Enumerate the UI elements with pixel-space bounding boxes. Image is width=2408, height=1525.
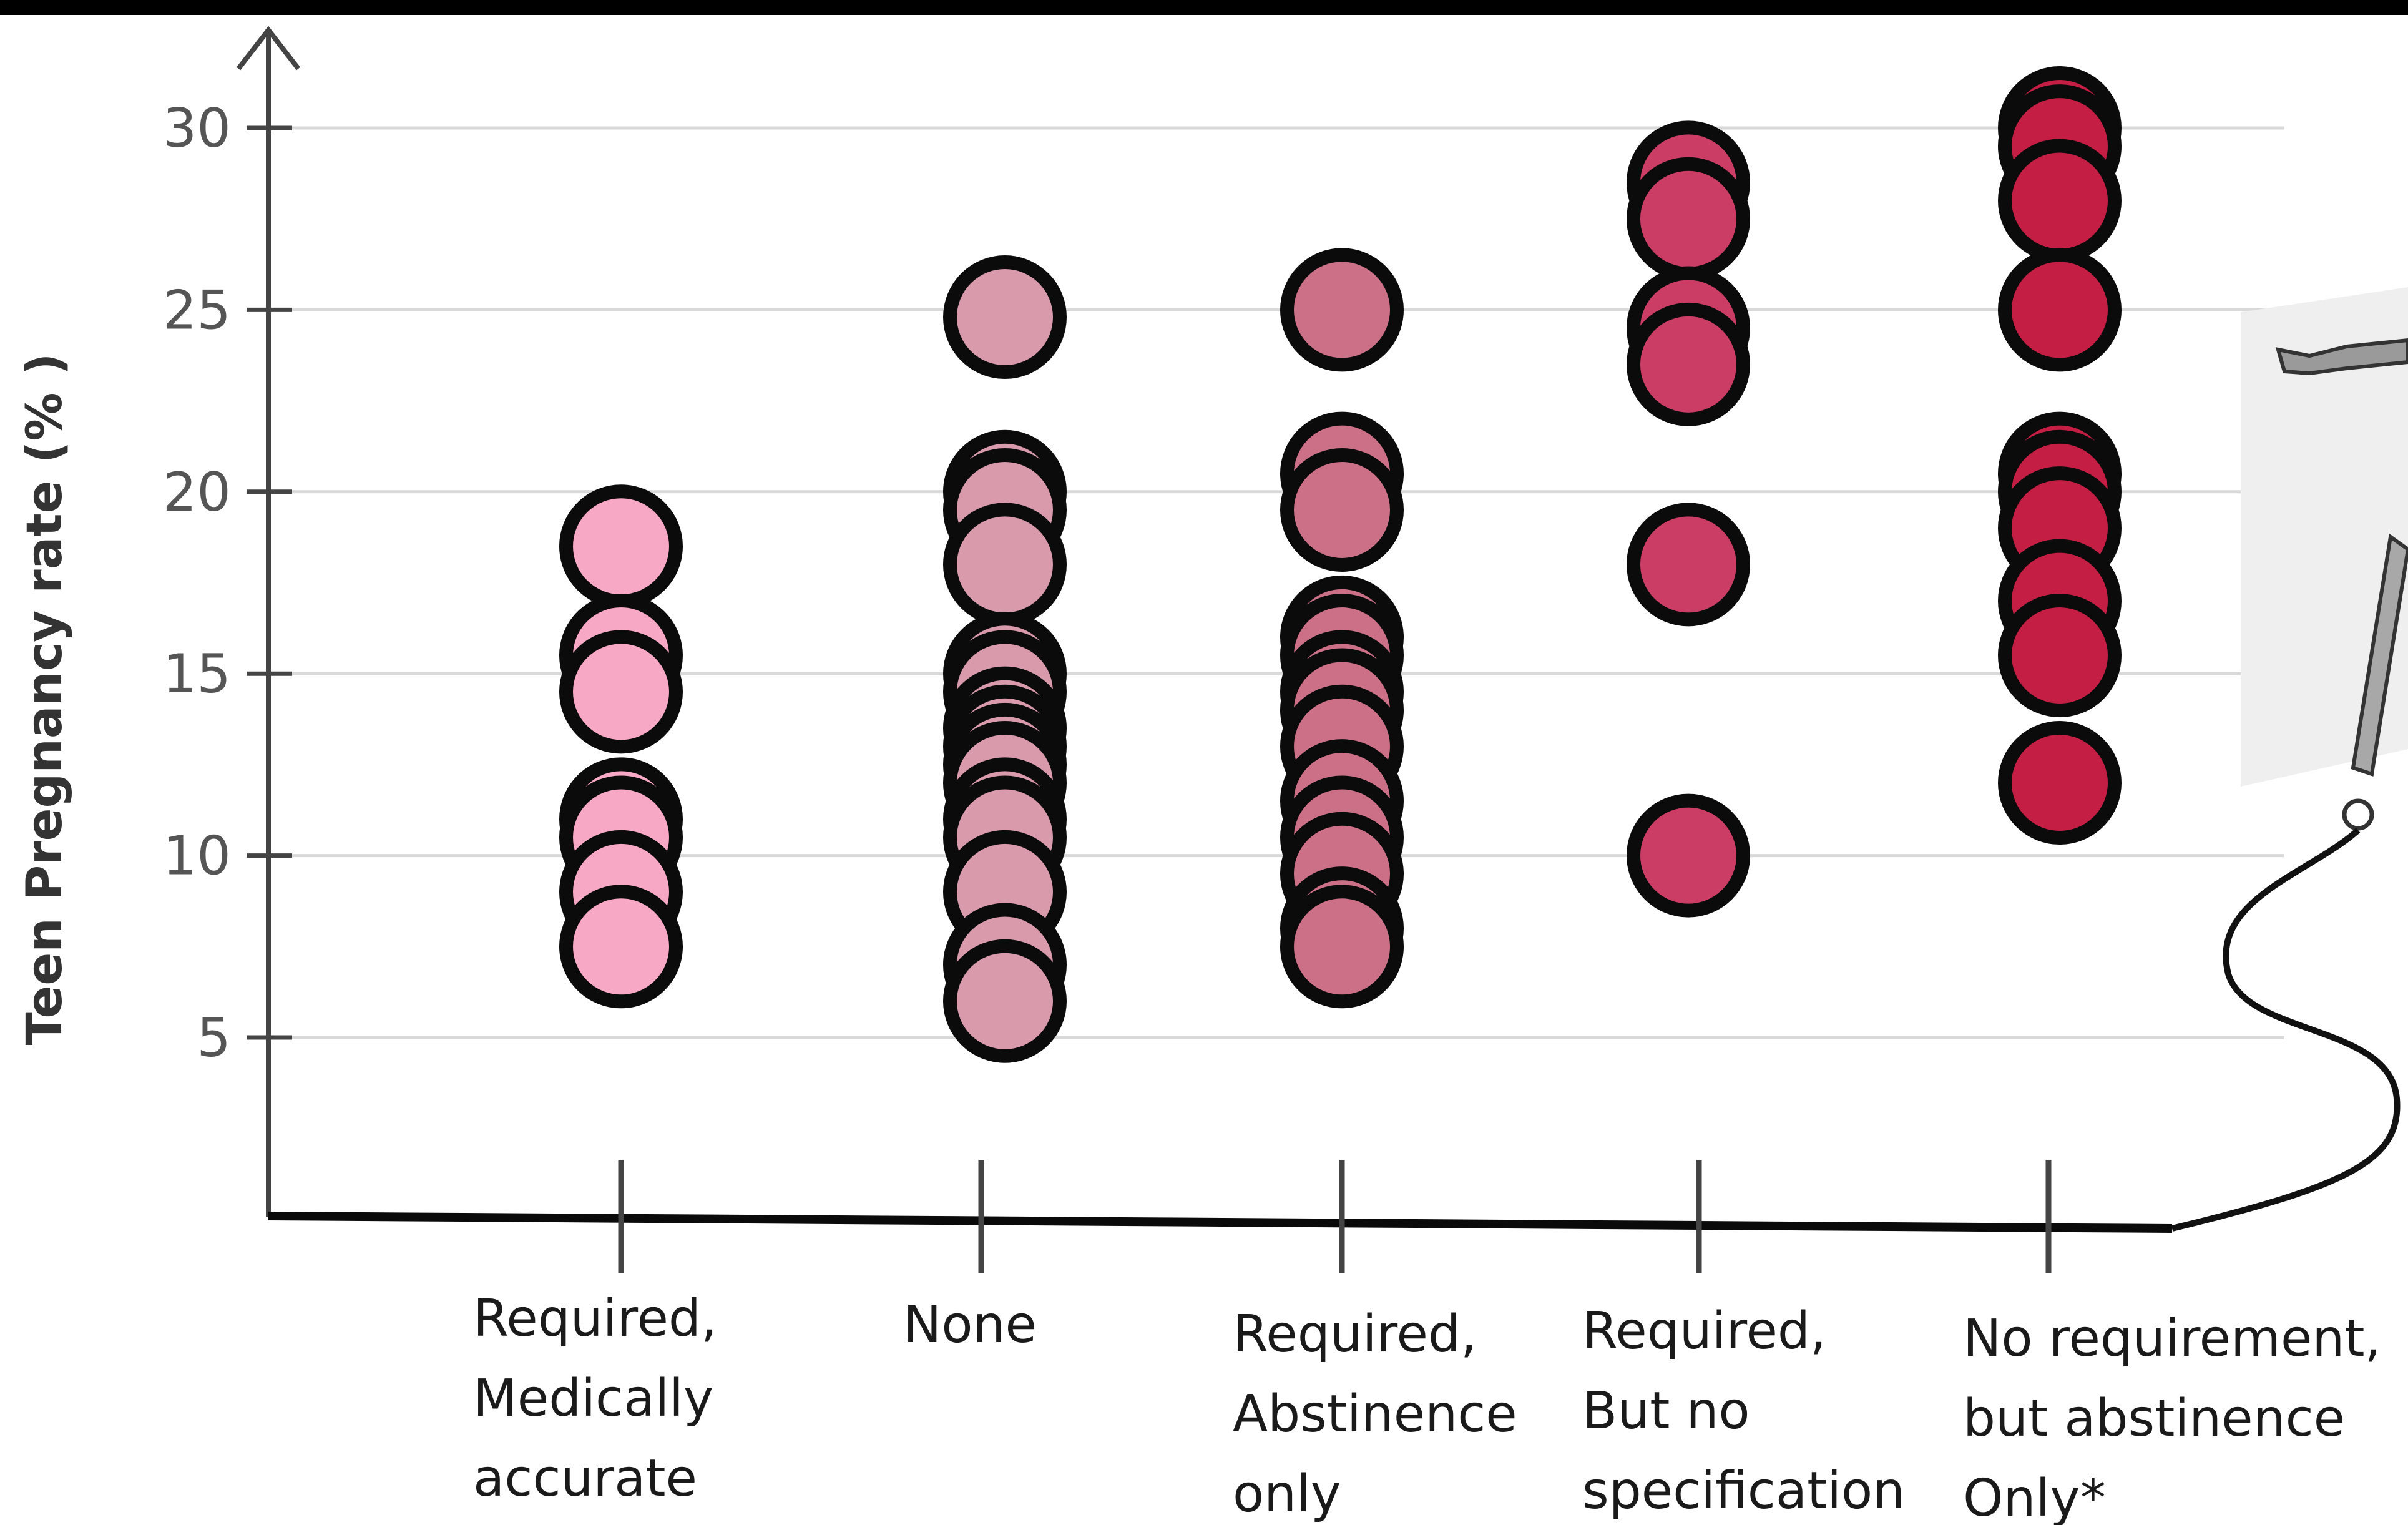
data-point: [943, 939, 1067, 1063]
data-point: [1627, 503, 1750, 627]
data-point: [559, 885, 683, 1009]
x-category-label: but abstinence: [1963, 1389, 2345, 1448]
illustration-backdrop: [2241, 287, 2408, 787]
x-category-label: Required,: [1233, 1305, 1477, 1364]
x-category-label: No requirement,: [1963, 1309, 2381, 1368]
x-axis-category-labels: Required, Medically accurate None Required, A…: [473, 1289, 2381, 1525]
y-axis-title: Teen Pregnancy rate (% ): [17, 353, 73, 1046]
hand-illustration: [2171, 287, 2408, 1232]
x-category-label: Required,: [473, 1289, 717, 1348]
data-points: [559, 66, 2122, 1063]
x-category-label: Required,: [1582, 1302, 1826, 1361]
data-point: [1627, 302, 1750, 426]
data-point: [1280, 448, 1404, 572]
y-tick-label: 5: [197, 1007, 231, 1069]
y-tick-label: 10: [163, 825, 231, 888]
x-axis-line: [268, 1212, 2173, 1233]
x-category-label: specification: [1582, 1461, 1905, 1521]
x-category-label: Abstinence: [1233, 1385, 1517, 1444]
data-point: [559, 630, 683, 754]
data-point: [1627, 793, 1750, 918]
x-category-label: Only*: [1963, 1469, 2106, 1525]
cord: [2171, 828, 2401, 1232]
data-point: [1998, 721, 2122, 845]
handle-tube: [2351, 533, 2408, 777]
data-point: [943, 503, 1067, 627]
y-tick-label: 20: [163, 461, 231, 524]
data-point: [1998, 248, 2122, 372]
data-point: [1280, 248, 1404, 372]
y-axis-arrow: [236, 26, 301, 71]
y-tick-label: 15: [163, 643, 231, 705]
x-category-label: None: [903, 1295, 1037, 1355]
y-tick-label: 25: [163, 279, 231, 341]
x-category-label: Medically: [473, 1369, 713, 1428]
x-category-label: But no: [1582, 1381, 1750, 1441]
handle-ring: [2342, 798, 2374, 831]
x-axis-ticks: [618, 1160, 2052, 1273]
data-point: [559, 484, 683, 609]
data-point: [943, 255, 1067, 380]
data-point: [1998, 594, 2122, 718]
x-category-label: only: [1233, 1464, 1341, 1524]
y-tick-label: 30: [163, 97, 231, 160]
handle-arm: [2275, 338, 2408, 376]
data-point: [1627, 157, 1750, 281]
data-point: [1998, 139, 2122, 263]
y-axis-ticks: 5 10 15 20 25 30: [163, 97, 292, 1069]
x-category-label: accurate: [473, 1449, 697, 1508]
data-point: [1280, 885, 1404, 1009]
